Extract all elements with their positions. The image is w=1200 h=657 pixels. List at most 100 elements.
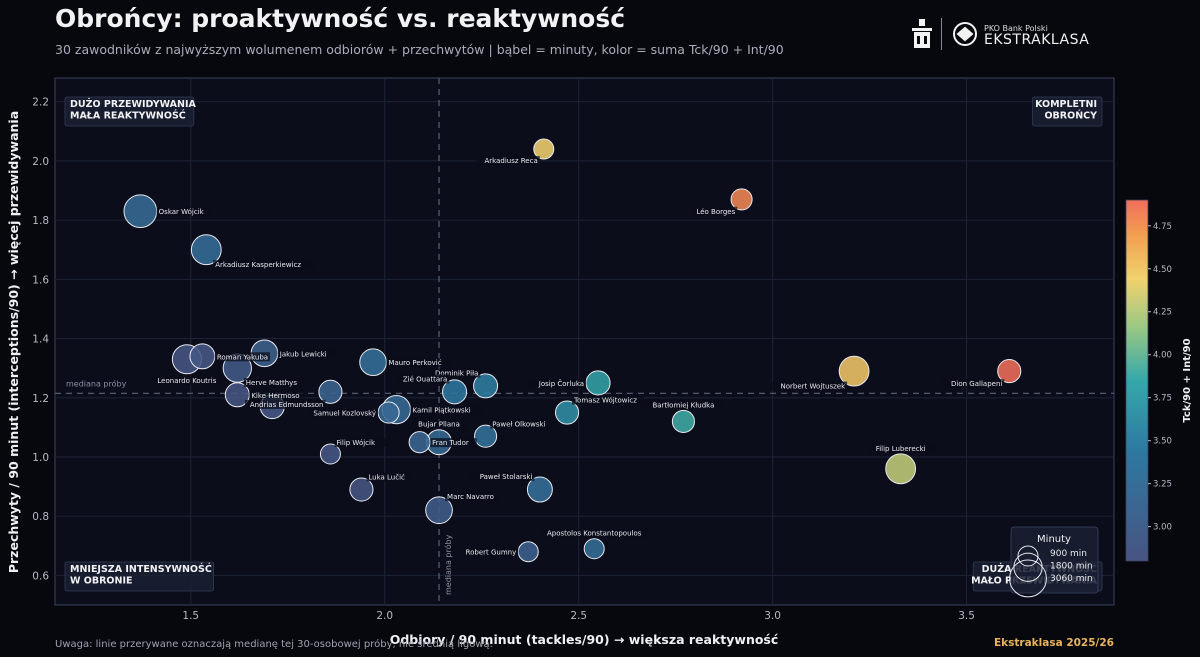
bubble-point[interactable] bbox=[517, 541, 539, 563]
colorbar: 3.00 3.25 3.50 3.75 4.00 4.25 4.50 4.75 Tck/90 +… bbox=[1125, 199, 1193, 562]
quadrant-bottom-left-line: W OBRONIE bbox=[70, 576, 132, 587]
bubble-point[interactable] bbox=[583, 538, 605, 560]
axis-ticks: 1.5 2.0 2.5 3.0 3.5 0.6 0.8 1.0 1.2 1.4 1.6 1.8 2.0 2… bbox=[32, 97, 975, 622]
ekstraklasa-logo bbox=[912, 18, 977, 50]
bubble-point[interactable] bbox=[123, 194, 158, 229]
bubble-label: Arkadiusz Reca bbox=[485, 157, 538, 165]
bubble-point[interactable] bbox=[190, 234, 222, 266]
size-legend: Minuty 900 min 1800 min 3060 min bbox=[1009, 526, 1099, 598]
bubble-label: Jakub Lewicki bbox=[279, 350, 327, 358]
y-tick-label: 2.2 bbox=[32, 97, 49, 109]
colorbar-tick-label: 3.75 bbox=[1153, 394, 1172, 404]
size-legend-label: 900 min bbox=[1050, 549, 1087, 559]
bubble-point[interactable] bbox=[730, 188, 753, 211]
bubble-label: Robert Gumny bbox=[466, 549, 517, 557]
bubble-label-bg bbox=[645, 400, 722, 410]
quadrant-top-right-line: KOMPLETNI bbox=[1035, 99, 1097, 110]
bubble-label: Dion Gallapeni bbox=[951, 380, 1002, 388]
y-tick-label: 1.0 bbox=[32, 452, 49, 464]
bubble-label: Kike Hermoso bbox=[251, 392, 299, 400]
bubble-point[interactable] bbox=[349, 477, 374, 502]
bubble-point[interactable] bbox=[474, 424, 498, 448]
quadrant-top-left-box bbox=[64, 96, 195, 127]
bubble-point[interactable] bbox=[885, 453, 917, 485]
colorbar-tick-label: 3.25 bbox=[1153, 480, 1172, 490]
bubble-point[interactable] bbox=[224, 382, 250, 408]
bubble-point[interactable] bbox=[189, 343, 216, 370]
bubble-label-bg bbox=[214, 352, 270, 362]
bubble-label: Leonardo Koutris bbox=[157, 377, 216, 385]
season-label: Ekstraklasa 2025/26 bbox=[993, 637, 1114, 649]
bubble-label-bg bbox=[571, 395, 644, 405]
bubble-point[interactable] bbox=[319, 443, 341, 465]
bubble-label: Herve Matthys bbox=[246, 379, 298, 387]
brand-big-text: EKSTRAKLASA bbox=[984, 32, 1090, 48]
bubble-point[interactable] bbox=[585, 370, 611, 396]
bubble-label: Andrias Edmundsson bbox=[250, 401, 324, 409]
brand-small-text: PKO Bank Polski bbox=[984, 24, 1048, 33]
x-tick-label: 2.0 bbox=[376, 610, 393, 622]
quadrant-top-left-line: MAŁA REAKTYWNOŚĆ bbox=[70, 110, 186, 122]
bubble-label: Fran Tudor bbox=[432, 439, 469, 447]
bubble-label-bg bbox=[249, 390, 305, 400]
bubble-label-bg bbox=[430, 438, 477, 448]
y-axis-label: Przechwyty / 90 minut (interceptions/90)… bbox=[6, 111, 21, 573]
x-axis-label: Odbiory / 90 minut (tackles/90) → większ… bbox=[390, 632, 779, 647]
bubble-label-bg bbox=[690, 206, 738, 216]
bubble-point[interactable] bbox=[554, 400, 580, 425]
quadrant-bottom-left-line: MNIEJSZA INTENSYWNOŚĆ bbox=[70, 563, 212, 575]
bubble-label-bg bbox=[150, 375, 223, 385]
bubble-label-bg bbox=[366, 472, 413, 482]
bubble-point[interactable] bbox=[425, 496, 453, 525]
bubble-point[interactable] bbox=[997, 359, 1022, 384]
bubble-point[interactable] bbox=[377, 401, 400, 424]
bubble-label-bg bbox=[445, 491, 501, 501]
x-tick-label: 1.5 bbox=[182, 610, 199, 622]
colorbar-tick-label: 3.00 bbox=[1153, 523, 1172, 533]
bubble-label: Kamil Piątkowski bbox=[413, 407, 471, 415]
bubble-label: Zié Ouattara bbox=[403, 375, 447, 383]
bubble-point[interactable] bbox=[359, 348, 387, 377]
bubble-label-bg bbox=[156, 207, 212, 217]
bubble-label-bg bbox=[386, 358, 450, 368]
bubble-point[interactable] bbox=[318, 379, 343, 404]
bubble-label: Josip Čorluka bbox=[538, 379, 584, 388]
pko-logo-icon bbox=[912, 19, 932, 48]
bubble-label: Oskar Wójcik bbox=[159, 208, 205, 216]
x-tick-label: 3.0 bbox=[764, 610, 781, 622]
bubble-label-bg bbox=[940, 379, 1005, 389]
bubble-label: Apostolos Konstantopoulos bbox=[547, 530, 642, 538]
colorbar-tick-label: 4.75 bbox=[1153, 222, 1172, 232]
y-tick-label: 0.8 bbox=[32, 511, 49, 523]
bubble-label-bg bbox=[243, 378, 304, 388]
bubble-label: Samuel Kozlovský bbox=[313, 410, 376, 418]
plot-area bbox=[54, 77, 1115, 606]
bubble-point[interactable] bbox=[671, 409, 695, 433]
bubble-point[interactable] bbox=[408, 431, 431, 454]
bubble-label-bg bbox=[466, 471, 535, 481]
bubble-label-bg bbox=[394, 374, 450, 384]
colorbar-tick-label: 4.00 bbox=[1153, 351, 1172, 361]
y-tick-label: 1.6 bbox=[32, 274, 49, 286]
chart-title: Obrońcy: proaktywność vs. reaktywność bbox=[55, 4, 626, 33]
bubble-label-bg bbox=[463, 547, 519, 557]
bubble-label: Filip Luberecki bbox=[876, 445, 926, 453]
bubble-point[interactable] bbox=[473, 373, 499, 399]
quadrant-top-right-box bbox=[1032, 96, 1103, 127]
bubble-point[interactable] bbox=[442, 379, 468, 405]
chart-subtitle: 30 zawodników z najwyższym wolumenem odb… bbox=[55, 42, 784, 57]
y-tick-label: 1.4 bbox=[32, 334, 49, 346]
bubble-label: Arkadiusz Kasperkiewicz bbox=[215, 261, 301, 269]
y-tick-label: 0.6 bbox=[32, 570, 49, 582]
bubble-point[interactable] bbox=[838, 355, 870, 387]
bubble-label-bg bbox=[411, 419, 467, 429]
colorbar-tick-label: 3.50 bbox=[1153, 437, 1172, 447]
colorbar-tick-label: 4.50 bbox=[1153, 265, 1172, 275]
bubbles bbox=[123, 138, 1022, 563]
bubble-label-bg bbox=[770, 381, 848, 391]
bubble-point[interactable] bbox=[533, 138, 555, 160]
quadrant-top-left-line: DUŻO PRZEWIDYWANIA bbox=[70, 99, 197, 110]
colorbar-tick-label: 4.25 bbox=[1153, 308, 1172, 318]
bubble-point[interactable] bbox=[526, 476, 553, 503]
bubble-label-bg bbox=[526, 378, 587, 388]
